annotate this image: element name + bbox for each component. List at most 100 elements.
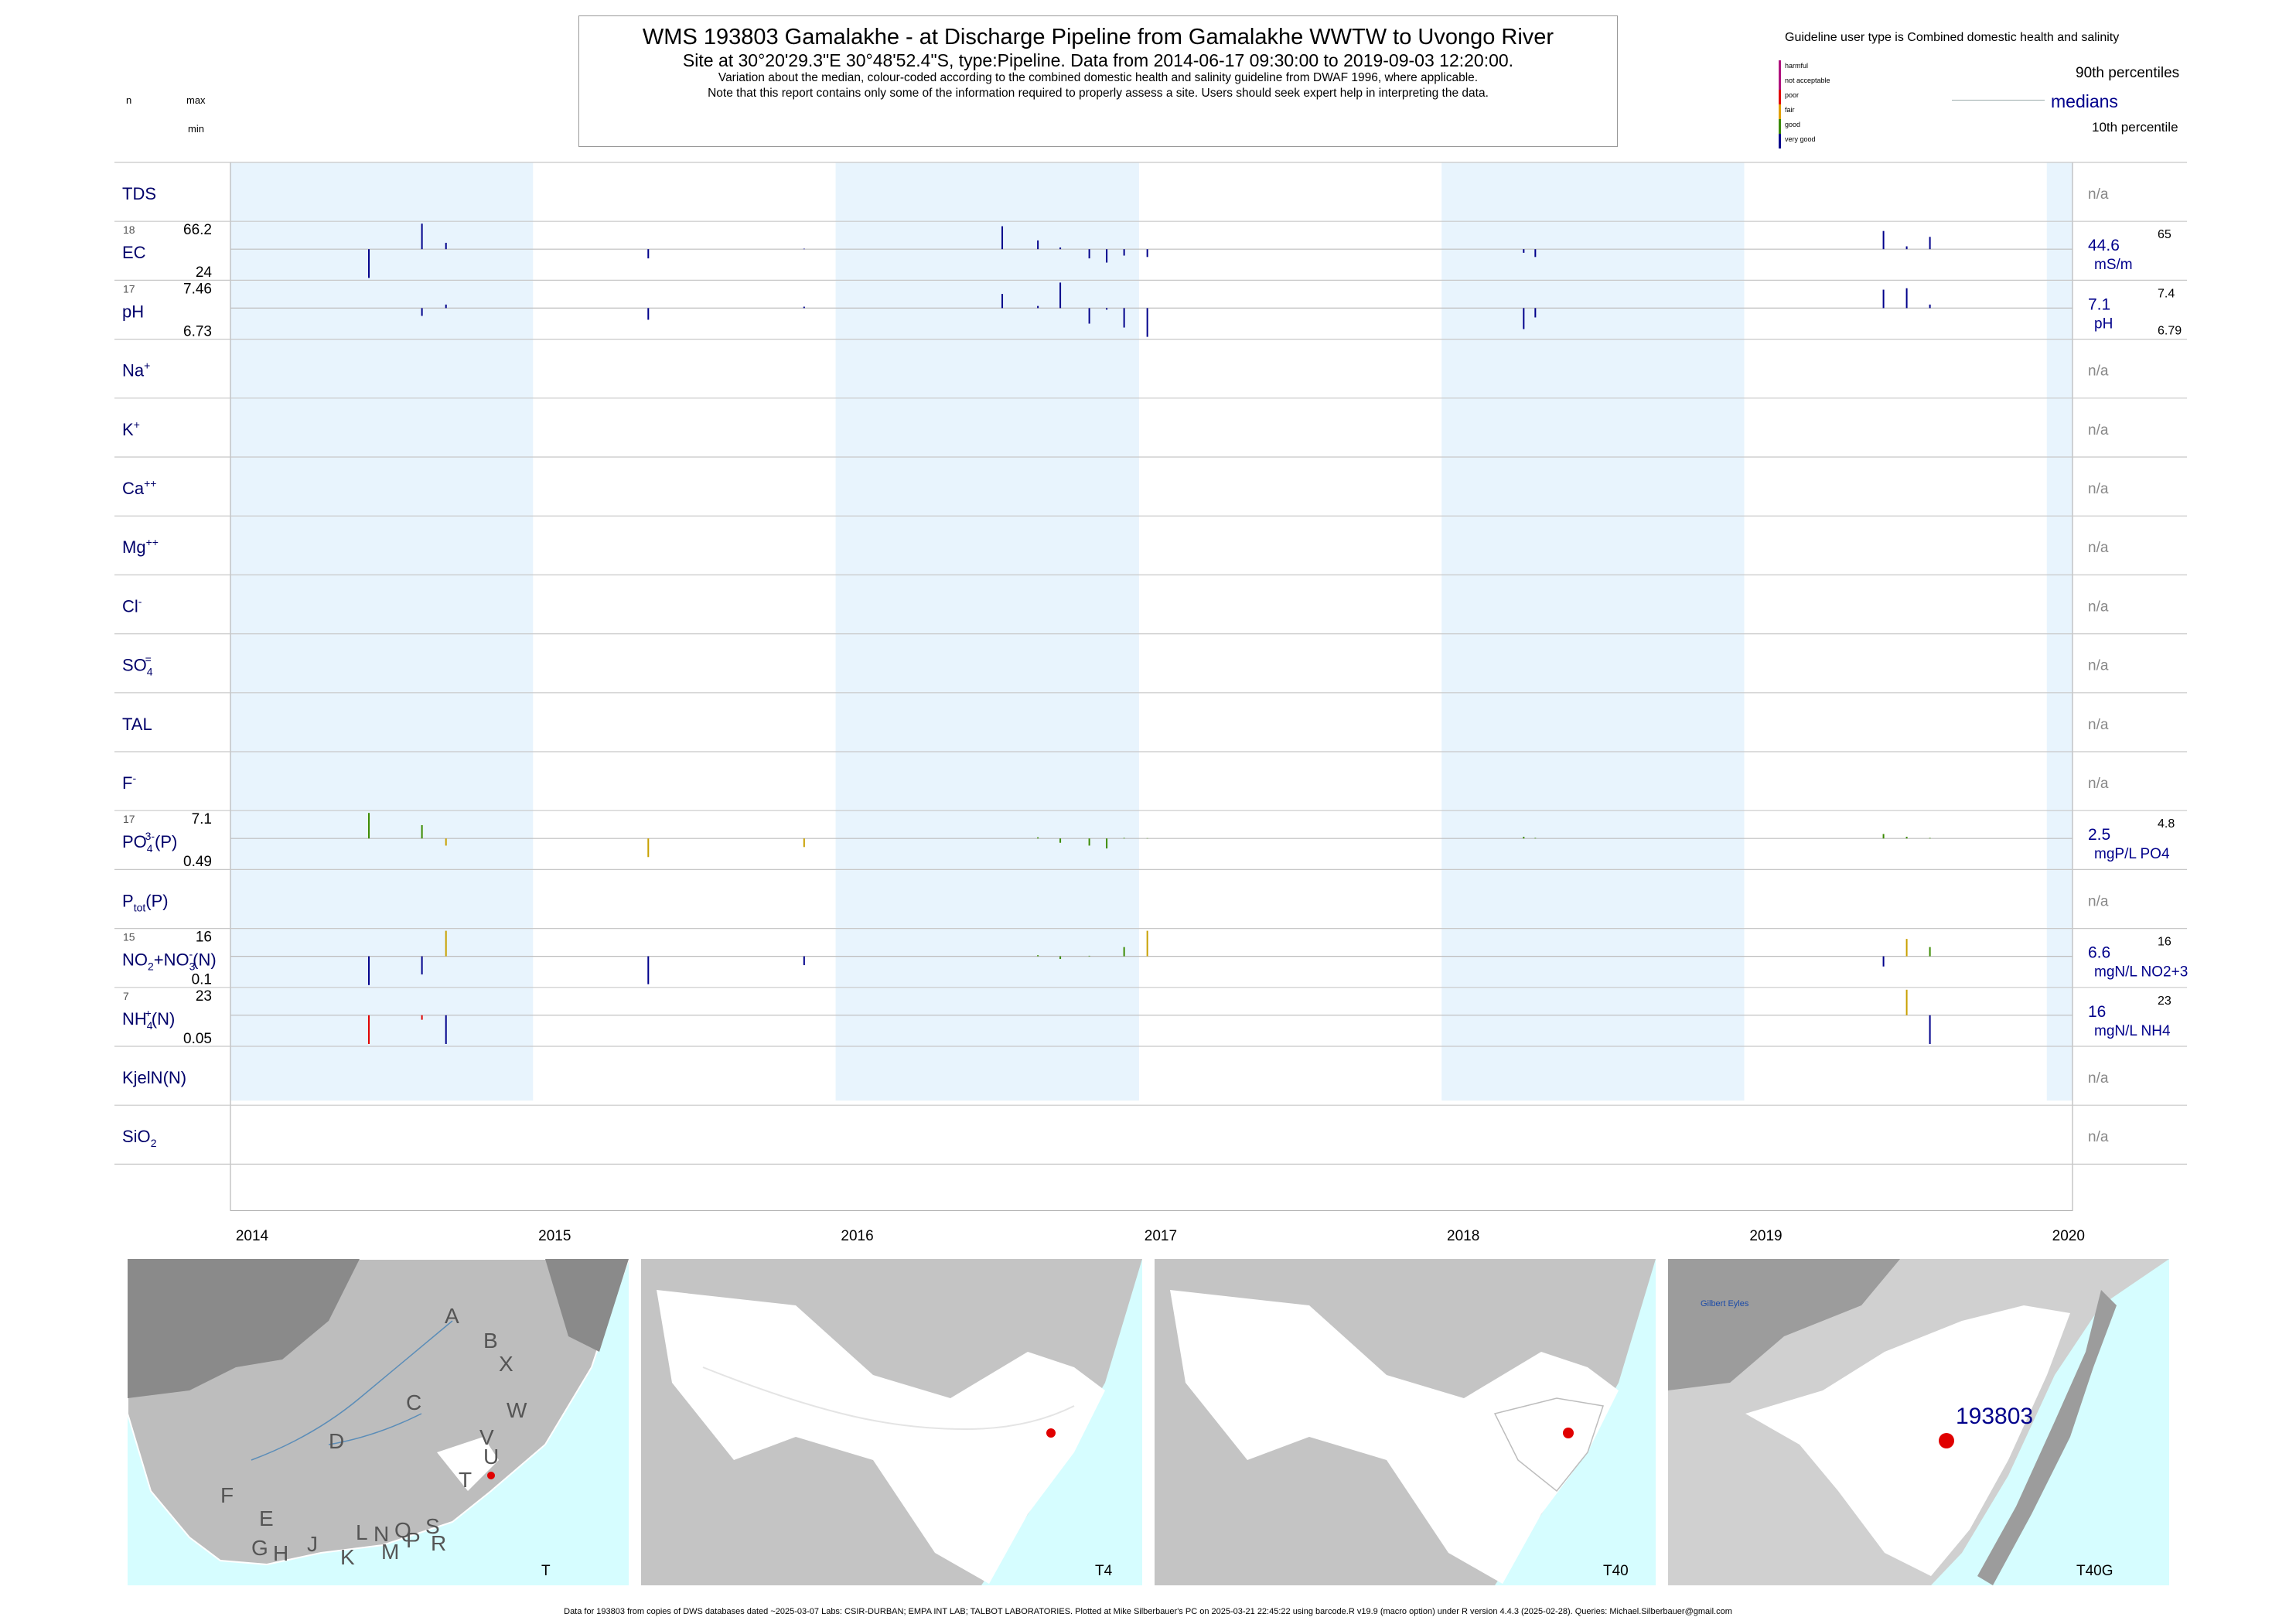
row-label-mg: Mg++ <box>122 536 159 557</box>
year-tick-label: 2015 <box>538 1228 571 1244</box>
region-letter: U <box>483 1445 500 1469</box>
map-place-label: Gilbert Eyles <box>1701 1299 1749 1308</box>
map-t40: T40 <box>1155 1259 1656 1585</box>
row-label-ec: EC <box>122 243 146 262</box>
unit-label: mgP/L PO4 <box>2094 846 2170 862</box>
map-t40g-label: T40G <box>2076 1563 2113 1579</box>
region-letter: G <box>251 1536 268 1560</box>
unit-label: mgN/L NH4 <box>2094 1023 2171 1039</box>
n-caption: n <box>126 94 132 106</box>
legend-swatch <box>1779 119 1781 134</box>
map-t40g-drawing <box>1668 1259 2169 1585</box>
report-subtitle: Site at 30°20'29.3"E 30°48'52.4"S, type:… <box>682 50 1514 70</box>
legend-label: harmful <box>1785 62 1809 70</box>
row-label-po: PO43-(P) <box>122 830 177 855</box>
na-value: n/a <box>2088 893 2109 909</box>
report-header: WMS 193803 Gamalakhe - at Discharge Pipe… <box>578 15 1618 147</box>
legend-swatch <box>1779 90 1781 104</box>
p90-value: 4.8 <box>2158 817 2175 831</box>
median-value: 16 <box>2088 1003 2106 1021</box>
median-value: 2.5 <box>2088 826 2110 844</box>
region-letter: E <box>259 1506 274 1530</box>
map-t-label: T <box>541 1563 551 1579</box>
map-t4: T4 <box>641 1259 1142 1585</box>
legend-label: good <box>1785 121 1801 128</box>
median-caption: medians <box>2051 91 2118 111</box>
na-value: n/a <box>2088 1129 2109 1145</box>
region-letter: J <box>307 1532 318 1556</box>
region-letter: P <box>406 1528 421 1552</box>
year-tick-label: 2014 <box>235 1228 269 1244</box>
na-value: n/a <box>2088 599 2109 615</box>
max-value: 66.2 <box>183 222 212 238</box>
na-value: n/a <box>2088 776 2109 792</box>
median-value: 7.1 <box>2088 295 2110 313</box>
region-letter: L <box>356 1520 368 1544</box>
region-letter: N <box>374 1522 390 1546</box>
year-tick-label: 2018 <box>1447 1228 1480 1244</box>
map-t40-label: T40 <box>1603 1563 1629 1579</box>
sample-count: 7 <box>123 990 129 1002</box>
median-value: 44.6 <box>2088 237 2120 254</box>
region-letter: K <box>340 1545 355 1569</box>
map-t4-label: T4 <box>1095 1563 1113 1579</box>
unit-label: mgN/L NO2+3 <box>2094 964 2188 981</box>
row-label-nh: NH4+(N) <box>122 1007 175 1032</box>
row-label-ca: Ca++ <box>122 477 156 498</box>
na-value: n/a <box>2088 540 2109 556</box>
median-legend-line <box>1952 100 2045 101</box>
region-letter: W <box>507 1398 527 1422</box>
year-tick-label: 2020 <box>2052 1228 2085 1244</box>
min-value: 0.49 <box>183 854 212 870</box>
p90-value: 7.4 <box>2158 287 2175 300</box>
report-note-1: Variation about the median, colour-coded… <box>718 71 1479 84</box>
report-note-2: Note that this report contains only some… <box>708 87 1489 100</box>
na-value: n/a <box>2088 186 2109 203</box>
na-value: n/a <box>2088 658 2109 674</box>
max-value: 16 <box>196 930 212 946</box>
year-tick-label: 2019 <box>1749 1228 1783 1244</box>
year-tick-label: 2016 <box>841 1228 874 1244</box>
footer-note: Data for 193803 from copies of DWS datab… <box>564 1607 1732 1616</box>
row-label-k: K+ <box>122 418 140 439</box>
p90-value: 65 <box>2158 228 2171 241</box>
map-t4-drawing <box>641 1259 1142 1585</box>
min-caption: min <box>188 123 204 135</box>
unit-label: pH <box>2094 316 2113 332</box>
p10-caption: 10th percentile <box>2092 120 2178 135</box>
legend-swatch <box>1779 104 1781 119</box>
min-value: 0.05 <box>183 1031 212 1047</box>
map-t-drawing <box>128 1259 629 1566</box>
legend-swatch <box>1779 75 1781 90</box>
min-value: 24 <box>196 264 213 281</box>
legend-label: not acceptable <box>1785 77 1830 84</box>
report-title: WMS 193803 Gamalakhe - at Discharge Pipe… <box>642 25 1554 49</box>
legend-title: Guideline user type is Combined domestic… <box>1785 31 2120 44</box>
row-label-na: Na+ <box>122 360 150 380</box>
year-band <box>2046 162 2073 1101</box>
row-label-kjeln(n): KjelN(N) <box>122 1068 186 1087</box>
region-letter: M <box>381 1540 400 1564</box>
p90-value: 23 <box>2158 995 2171 1008</box>
legend-label: very good <box>1785 135 1816 143</box>
max-value: 7.46 <box>183 281 212 297</box>
region-letter: X <box>499 1352 513 1376</box>
region-letter: T <box>459 1468 473 1492</box>
row-label-cl: Cl- <box>122 595 142 616</box>
row-label-sio: SiO2 <box>122 1127 157 1149</box>
sample-count: 18 <box>123 223 135 236</box>
region-letter: V <box>479 1425 494 1449</box>
row-label-tal: TAL <box>122 715 152 734</box>
row-label-tds: TDS <box>122 184 156 203</box>
sample-count: 17 <box>123 282 135 295</box>
sample-count: 17 <box>123 813 135 825</box>
region-letter: A <box>445 1304 459 1328</box>
legend-swatch <box>1779 60 1781 75</box>
year-tick-label: 2017 <box>1144 1228 1178 1244</box>
region-letter: B <box>483 1329 498 1353</box>
na-value: n/a <box>2088 1070 2109 1087</box>
max-caption: max <box>186 94 206 106</box>
unit-label: mS/m <box>2094 257 2133 273</box>
year-band <box>230 162 534 1101</box>
